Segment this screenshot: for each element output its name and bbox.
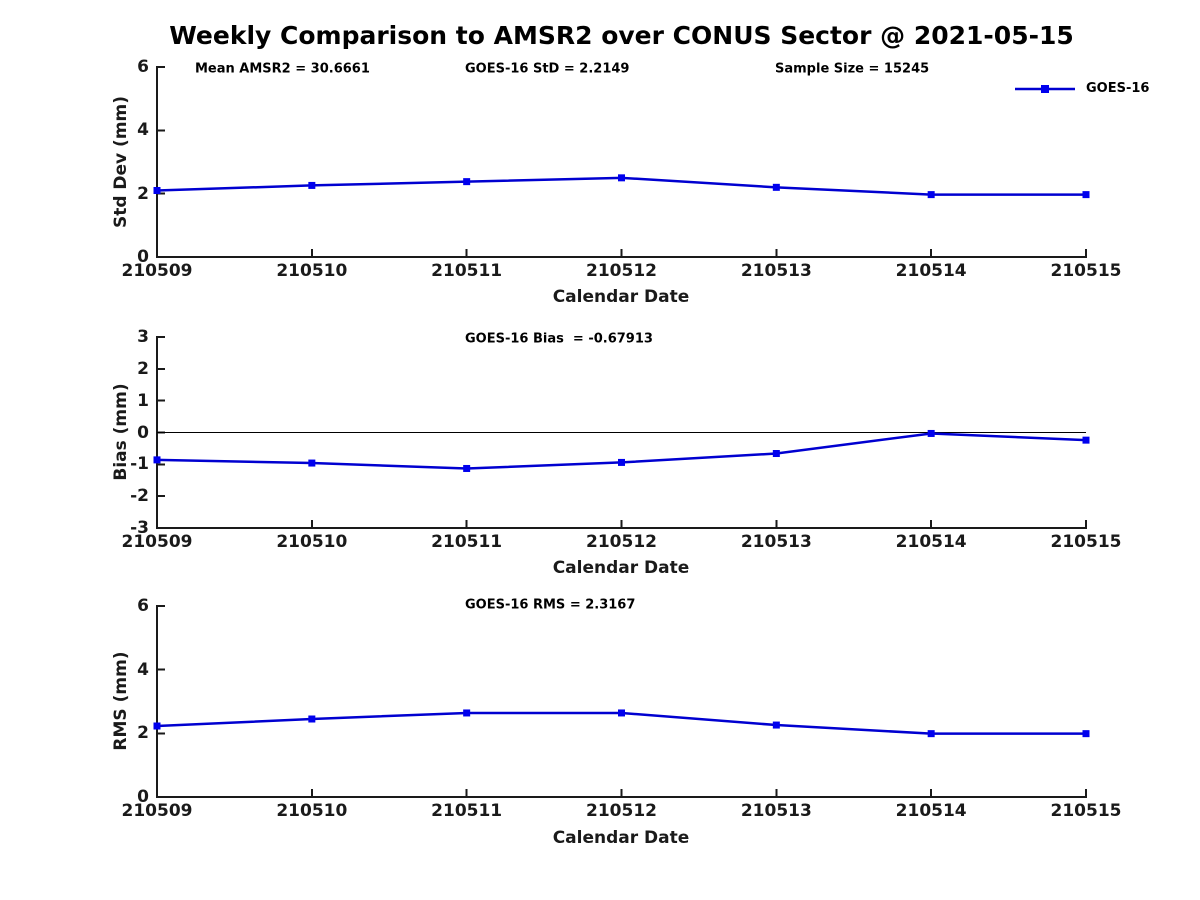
std-dev-data-point-marker bbox=[927, 191, 935, 199]
std-dev-x-tick-label: 210515 bbox=[1050, 261, 1122, 281]
rms-x-tick-label: 210512 bbox=[586, 801, 657, 821]
std-dev-x-tick-label: 210514 bbox=[895, 261, 967, 281]
rms-y-tick-label: 0 bbox=[137, 787, 149, 807]
bias-x-tick-label: 210511 bbox=[431, 532, 503, 552]
bias-data-point-marker bbox=[153, 456, 161, 464]
std-dev-data-point-marker bbox=[772, 183, 780, 191]
bias-y-tick-label: 3 bbox=[137, 327, 149, 347]
legend: GOES-16 bbox=[1013, 81, 1149, 97]
bias-x-tick-label: 210513 bbox=[740, 532, 812, 552]
bias-y-tick-label: 0 bbox=[137, 422, 149, 443]
bias-y-tick-label: -3 bbox=[130, 518, 149, 538]
bias-data-point-marker bbox=[1082, 436, 1090, 444]
legend-label: GOES-16 bbox=[1086, 81, 1150, 96]
stddev-x-axis-label: Calendar Date bbox=[552, 287, 690, 307]
std-dev-data-point-marker bbox=[1082, 191, 1090, 199]
rms-data-point-marker bbox=[463, 709, 471, 717]
figure-title: Weekly Comparison to AMSR2 over CONUS Se… bbox=[169, 21, 1074, 50]
bias-x-tick-label: 210512 bbox=[586, 532, 657, 552]
bias-x-tick-label: 210515 bbox=[1050, 532, 1122, 552]
std-dev-y-tick-label: 4 bbox=[137, 120, 149, 141]
std-dev-x-tick-label: 210512 bbox=[586, 261, 657, 281]
std-dev-axes bbox=[153, 66, 1090, 258]
rms-y-tick-label: 4 bbox=[137, 659, 149, 680]
std-dev-data-point-marker bbox=[463, 178, 471, 186]
bias-data-point-marker bbox=[618, 458, 625, 466]
rms-data-point-marker bbox=[772, 721, 780, 729]
rms-x-tick-label: 210513 bbox=[740, 801, 812, 821]
std-dev-y-tick-label: 6 bbox=[137, 57, 149, 77]
bias-y-tick-label: 2 bbox=[137, 358, 149, 379]
bias-x-tick-label: 210509 bbox=[121, 532, 193, 552]
bias-data-point-marker bbox=[308, 459, 316, 467]
legend-line-marker-icon bbox=[1015, 85, 1075, 93]
bias-x-tick-label: 210510 bbox=[276, 532, 348, 552]
bias-y-tick-label: -1 bbox=[130, 454, 149, 475]
bias-data-point-marker bbox=[927, 429, 935, 437]
bias-data-point-marker bbox=[772, 450, 780, 458]
std-dev-x-tick-label: 210511 bbox=[431, 261, 503, 281]
rms-data-point-marker bbox=[618, 709, 625, 717]
std-dev-y-tick-label: 2 bbox=[137, 183, 149, 204]
goes16-bias-annotation: GOES-16 Bias = -0.67913 bbox=[465, 331, 653, 347]
rms-x-tick-label: 210509 bbox=[121, 801, 193, 821]
rms-x-axis-label: Calendar Date bbox=[552, 828, 690, 848]
goes16-rms-annotation: GOES-16 RMS = 2.3167 bbox=[465, 597, 636, 613]
bias-data-point-marker bbox=[463, 464, 471, 472]
std-dev-y-tick-label: 0 bbox=[137, 247, 149, 267]
rms-x-tick-label: 210515 bbox=[1050, 801, 1122, 821]
std-dev-x-tick-label: 210513 bbox=[740, 261, 812, 281]
rms-x-tick-label: 210510 bbox=[276, 801, 348, 821]
bias-x-axis-label: Calendar Date bbox=[552, 558, 690, 578]
std-dev-data-point-marker bbox=[308, 181, 316, 189]
rms-y-axis-label: RMS (mm) bbox=[111, 651, 131, 751]
bias-x-tick-label: 210514 bbox=[895, 532, 967, 552]
bias-y-tick-label: 1 bbox=[137, 390, 149, 411]
rms-y-tick-label: 2 bbox=[137, 723, 149, 744]
rms-axes bbox=[153, 605, 1090, 798]
rms-data-point-marker bbox=[927, 730, 935, 738]
rms-x-tick-label: 210511 bbox=[431, 801, 503, 821]
rms-data-point-marker bbox=[308, 715, 316, 723]
mean-amsr2-annotation: Mean AMSR2 = 30.6661 bbox=[195, 61, 370, 77]
bias-y-tick-label: -2 bbox=[130, 486, 149, 507]
rms-y-tick-label: 6 bbox=[137, 596, 149, 616]
std-dev-data-point-marker bbox=[618, 174, 625, 182]
goes16-std-annotation: GOES-16 StD = 2.2149 bbox=[465, 61, 630, 77]
sample-size-annotation: Sample Size = 15245 bbox=[775, 61, 930, 77]
rms-x-tick-label: 210514 bbox=[895, 801, 967, 821]
rms-data-point-marker bbox=[1082, 730, 1090, 738]
std-dev-data-point-marker bbox=[153, 187, 161, 194]
bias-axes bbox=[153, 336, 1090, 529]
std-dev-x-tick-label: 210509 bbox=[121, 261, 193, 281]
bias-y-axis-label: Bias (mm) bbox=[111, 383, 131, 481]
stddev-y-axis-label: Std Dev (mm) bbox=[111, 95, 131, 229]
rms-data-point-marker bbox=[153, 722, 161, 730]
std-dev-x-tick-label: 210510 bbox=[276, 261, 348, 281]
